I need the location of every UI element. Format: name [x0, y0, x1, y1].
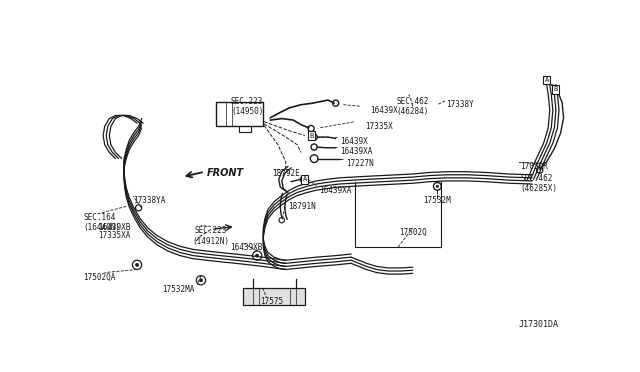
- Text: SEC.223
(14950): SEC.223 (14950): [231, 97, 263, 116]
- Circle shape: [200, 279, 202, 282]
- Circle shape: [136, 263, 139, 266]
- Text: A: A: [303, 176, 307, 182]
- Text: 16439XB: 16439XB: [230, 243, 262, 252]
- Text: SEC.462
(46284): SEC.462 (46284): [397, 97, 429, 116]
- Text: 17335XA: 17335XA: [99, 231, 131, 240]
- Text: 16439X: 16439X: [371, 106, 398, 115]
- Circle shape: [436, 185, 438, 187]
- Text: SEC.462
(46285X): SEC.462 (46285X): [520, 174, 557, 193]
- Text: FRONT: FRONT: [207, 168, 244, 178]
- Text: 17338Y: 17338Y: [447, 100, 474, 109]
- Text: 17532MA: 17532MA: [162, 285, 194, 294]
- Text: 18792E: 18792E: [273, 169, 300, 179]
- Circle shape: [255, 254, 259, 257]
- Text: 17532M: 17532M: [424, 196, 451, 205]
- Text: J17301DA: J17301DA: [519, 320, 559, 329]
- Text: A: A: [545, 77, 549, 83]
- Text: 18791N: 18791N: [288, 202, 316, 211]
- Text: 17227N: 17227N: [346, 158, 374, 168]
- Text: B: B: [554, 86, 558, 92]
- Text: 16439XA: 16439XA: [340, 147, 372, 156]
- Bar: [243, 288, 305, 305]
- Text: 16439XB: 16439XB: [99, 223, 131, 232]
- Text: 17338YA: 17338YA: [133, 196, 166, 205]
- Text: 17502QA: 17502QA: [83, 273, 115, 282]
- Text: 17502Q: 17502Q: [399, 228, 427, 237]
- Text: SEC.223
(14912N): SEC.223 (14912N): [193, 226, 230, 246]
- Text: 17050R: 17050R: [520, 162, 548, 171]
- Text: 17335X: 17335X: [365, 122, 393, 131]
- Text: 17575: 17575: [260, 297, 284, 306]
- Text: 16439XA: 16439XA: [319, 186, 351, 195]
- Text: SEC.164
(16440N): SEC.164 (16440N): [83, 212, 120, 232]
- Text: B: B: [309, 132, 313, 138]
- Text: 16439X: 16439X: [340, 137, 368, 146]
